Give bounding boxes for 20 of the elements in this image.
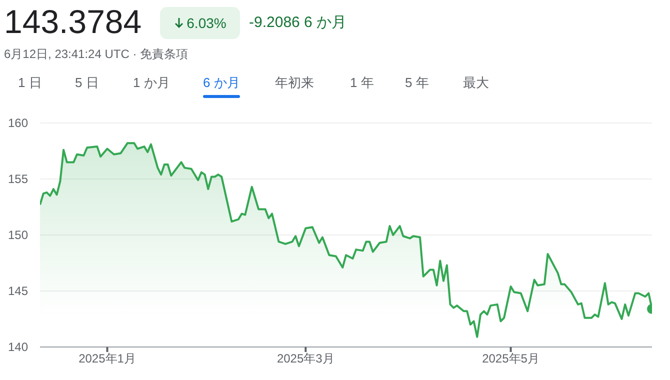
text: 最大 — [463, 74, 489, 92]
y-tick-label: 160 — [8, 116, 28, 130]
text: 1 か月 — [133, 74, 170, 92]
text: 5 日 — [75, 74, 99, 92]
y-tick-label: 155 — [8, 172, 28, 186]
chart-title: 143.3784 — [4, 2, 142, 42]
x-tick-label: 2025年1月 — [78, 352, 136, 366]
text: 6 か月 — [203, 74, 240, 92]
text: 1 日 — [18, 74, 42, 92]
y-tick-label: 140 — [8, 340, 28, 354]
text: 6月12日, 23:41:24 UTC · 免責条項 — [4, 46, 188, 63]
text: 年初来 — [275, 74, 314, 92]
x-tick-label: 2025年3月 — [276, 352, 334, 366]
text: -9.2086 6 か月 — [249, 13, 347, 32]
text: 5 年 — [405, 74, 429, 92]
text: 6.03% — [186, 15, 226, 31]
x-tick-label: 2025年5月 — [482, 352, 540, 366]
y-tick-label: 145 — [8, 284, 28, 298]
text: 1 年 — [350, 74, 374, 92]
y-tick-label: 150 — [8, 228, 28, 242]
